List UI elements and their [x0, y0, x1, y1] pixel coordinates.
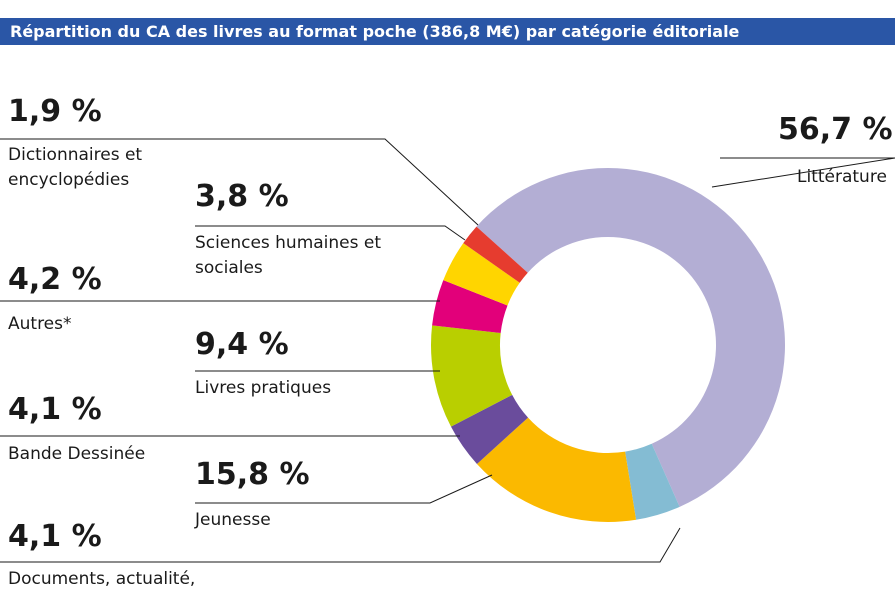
leader-line — [711, 157, 895, 188]
category-label: Autres* — [8, 314, 72, 334]
category-label: Dictionnaires et encyclopédies — [8, 145, 143, 190]
donut-segment — [476, 167, 786, 507]
value-label: 9,4 % — [195, 327, 289, 362]
donut-segment — [463, 226, 528, 283]
value-label: 4,1 % — [8, 519, 102, 554]
donut-segment — [476, 417, 637, 522]
value-label: 56,7 % — [778, 112, 893, 147]
donut-segment — [625, 443, 680, 520]
leader-line — [0, 138, 479, 226]
donut-segment — [432, 280, 508, 334]
value-label: 3,8 % — [195, 179, 289, 214]
category-label: Jeunesse — [195, 510, 271, 530]
value-label: 4,1 % — [8, 392, 102, 427]
donut-segment — [431, 325, 513, 427]
leader-line — [195, 474, 493, 504]
category-label: Sciences humaines et sociales — [195, 233, 382, 278]
value-label: 1,9 % — [8, 94, 102, 129]
category-label: Documents, actualité, essais — [8, 569, 196, 589]
category-label: Littérature — [797, 167, 887, 187]
leader-line — [195, 225, 466, 241]
value-label: 15,8 % — [195, 457, 310, 492]
category-label: Livres pratiques — [195, 378, 332, 398]
category-label: Bande Dessinée — [8, 444, 146, 464]
leader-line — [0, 527, 681, 563]
value-label: 4,2 % — [8, 262, 102, 297]
chart-title: Répartition du CA des livres au format p… — [0, 18, 895, 45]
donut-segment — [443, 243, 520, 306]
donut-segment — [450, 394, 529, 464]
